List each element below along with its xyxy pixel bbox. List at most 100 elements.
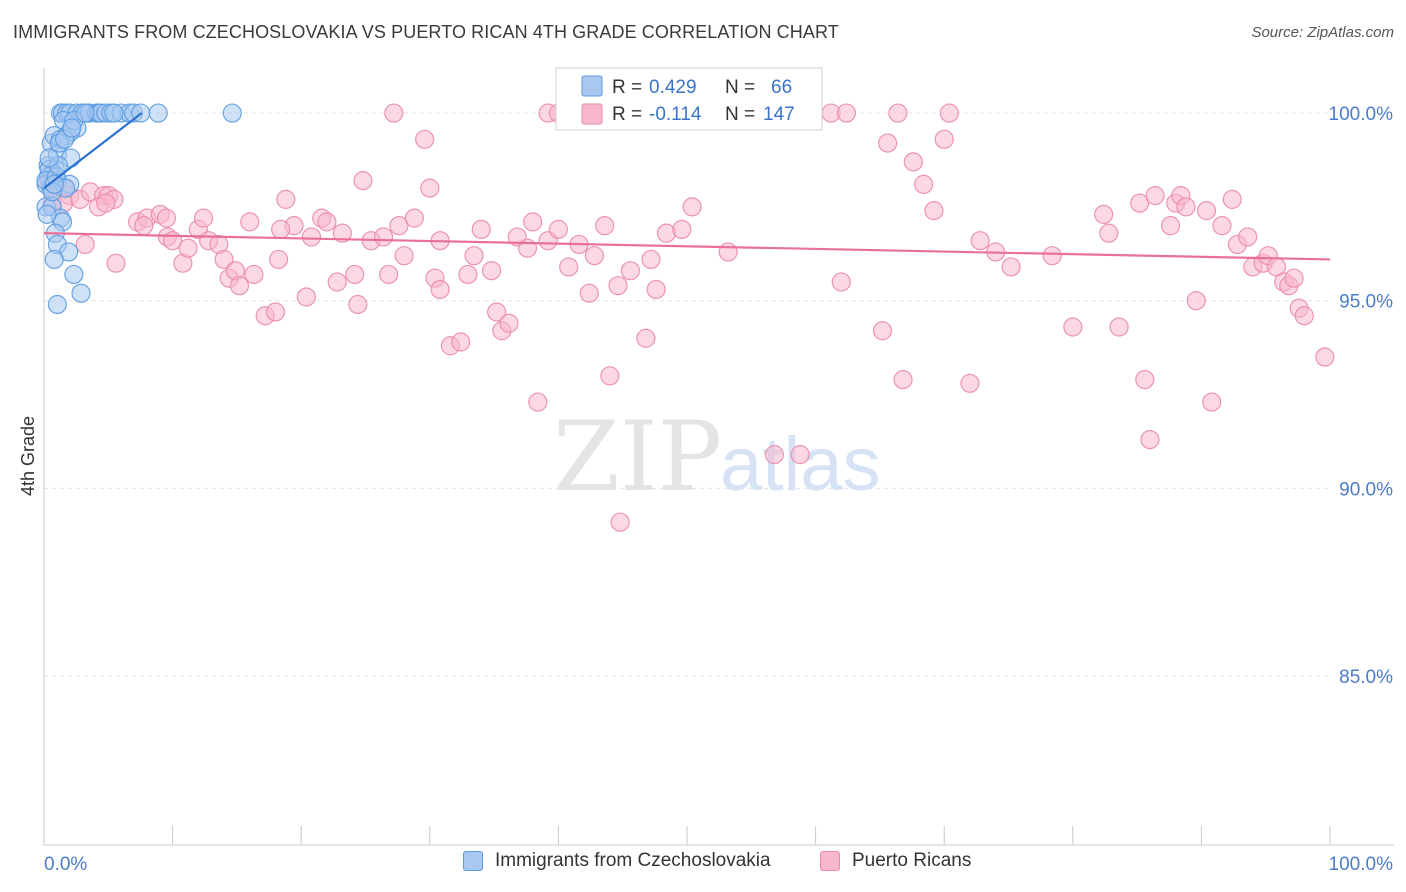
pink-point xyxy=(317,212,337,232)
pink-point xyxy=(471,219,491,240)
pink-point xyxy=(1176,197,1196,217)
pink-point xyxy=(229,276,250,296)
pink-point xyxy=(1212,216,1232,236)
y-tick-label: 90.0% xyxy=(1339,479,1393,500)
pink-point xyxy=(1160,216,1181,236)
stats-r-label-pink: R = xyxy=(612,104,642,125)
pink-point xyxy=(1063,317,1083,337)
stats-n-value-pink: 147 xyxy=(763,104,795,125)
pink-point xyxy=(451,332,471,352)
pink-point xyxy=(394,246,414,266)
pink-point xyxy=(384,103,404,123)
legend-item-czechoslovakia[interactable]: Immigrants from Czechoslovakia xyxy=(463,850,771,872)
pink-point xyxy=(600,366,620,386)
blue-point xyxy=(71,283,91,303)
pink-point xyxy=(464,246,484,266)
watermark-atlas: atlas xyxy=(720,422,881,507)
blue-point xyxy=(148,103,168,123)
pink-point xyxy=(903,152,923,172)
chart-title: IMMIGRANTS FROM CZECHOSLOVAKIA VS PUERTO… xyxy=(13,22,839,42)
pink-point xyxy=(610,512,630,532)
pink-point xyxy=(1130,193,1150,213)
stats-r-label-blue: R = xyxy=(612,77,642,98)
pink-point xyxy=(1109,317,1129,337)
x-tick-label-min: 0.0% xyxy=(44,854,87,875)
pink-point xyxy=(1145,186,1165,206)
trend-lines xyxy=(43,112,1331,261)
pink-point xyxy=(1099,223,1119,243)
pink-point xyxy=(415,129,435,149)
blue-point xyxy=(37,204,57,224)
pink-point xyxy=(404,208,424,228)
pink-point xyxy=(458,264,478,285)
pink-point xyxy=(641,249,661,270)
watermark-zip: ZIP xyxy=(553,401,722,513)
pink-point xyxy=(1140,430,1160,450)
pink-point xyxy=(790,445,810,465)
pink-point xyxy=(327,272,347,292)
blue-point xyxy=(222,103,242,123)
pink-point xyxy=(1315,347,1335,367)
blue-point xyxy=(75,103,95,123)
legend-item-puerto-ricans[interactable]: Puerto Ricans xyxy=(820,850,971,872)
pink-point xyxy=(240,212,260,232)
blue-series-points xyxy=(36,103,242,315)
pink-point xyxy=(499,313,519,333)
stats-r-value-blue: 0.429 xyxy=(649,77,697,98)
pink-point xyxy=(420,178,440,198)
stats-n-label-pink: N = xyxy=(725,104,755,125)
pink-point xyxy=(682,197,702,217)
pink-point xyxy=(244,264,264,285)
legend-swatch-blue xyxy=(463,851,483,871)
blue-point xyxy=(64,264,84,285)
pink-series-points xyxy=(39,103,1335,532)
pink-point xyxy=(178,238,198,258)
stats-legend-blue-swatch xyxy=(581,75,603,97)
pink-point xyxy=(214,249,234,270)
pink-point xyxy=(106,253,126,273)
blue-point xyxy=(44,174,64,194)
pink-point xyxy=(620,261,641,281)
pink-point xyxy=(75,234,95,255)
pink-point xyxy=(1186,291,1206,311)
pink-point xyxy=(1284,268,1304,288)
pink-point xyxy=(523,212,543,232)
y-tick-label: 95.0% xyxy=(1339,292,1393,313)
pink-point xyxy=(528,392,548,412)
blue-point xyxy=(44,249,64,270)
pink-point xyxy=(764,445,785,465)
y-axis-label: 4th Grade xyxy=(18,416,38,496)
axes xyxy=(43,68,1394,846)
pink-point xyxy=(296,287,316,307)
pink-trend-line xyxy=(43,232,1331,261)
bottom-legend: Immigrants from Czechoslovakia Puerto Ri… xyxy=(0,850,1406,880)
pink-point xyxy=(301,227,322,247)
stats-legend: R = 0.429 N = 66 R = -0.114 N = 147 xyxy=(555,67,823,131)
pink-point xyxy=(970,231,990,251)
pink-point xyxy=(888,103,908,123)
watermark: ZIP atlas xyxy=(553,401,881,513)
pink-point xyxy=(924,201,944,221)
blue-point xyxy=(104,103,124,123)
pink-point xyxy=(268,249,289,270)
stats-n-label-blue: N = xyxy=(725,77,755,98)
pink-point xyxy=(831,272,851,292)
pink-point xyxy=(646,279,666,300)
pink-point xyxy=(1202,392,1222,412)
pink-point xyxy=(893,369,913,390)
pink-point xyxy=(96,193,116,213)
x-tick-labels: 0.0% 100.0% xyxy=(44,854,1393,875)
pink-point xyxy=(672,219,692,240)
pink-point xyxy=(373,227,394,247)
pink-point xyxy=(1294,306,1314,326)
pink-point xyxy=(872,321,893,341)
pink-point xyxy=(914,174,934,194)
pink-point xyxy=(579,283,599,303)
pink-point xyxy=(193,208,214,228)
blue-point xyxy=(47,294,67,315)
stats-n-value-blue: 66 xyxy=(771,77,792,98)
pink-point xyxy=(1222,189,1242,209)
pink-point xyxy=(481,261,502,281)
pink-point xyxy=(636,328,656,348)
